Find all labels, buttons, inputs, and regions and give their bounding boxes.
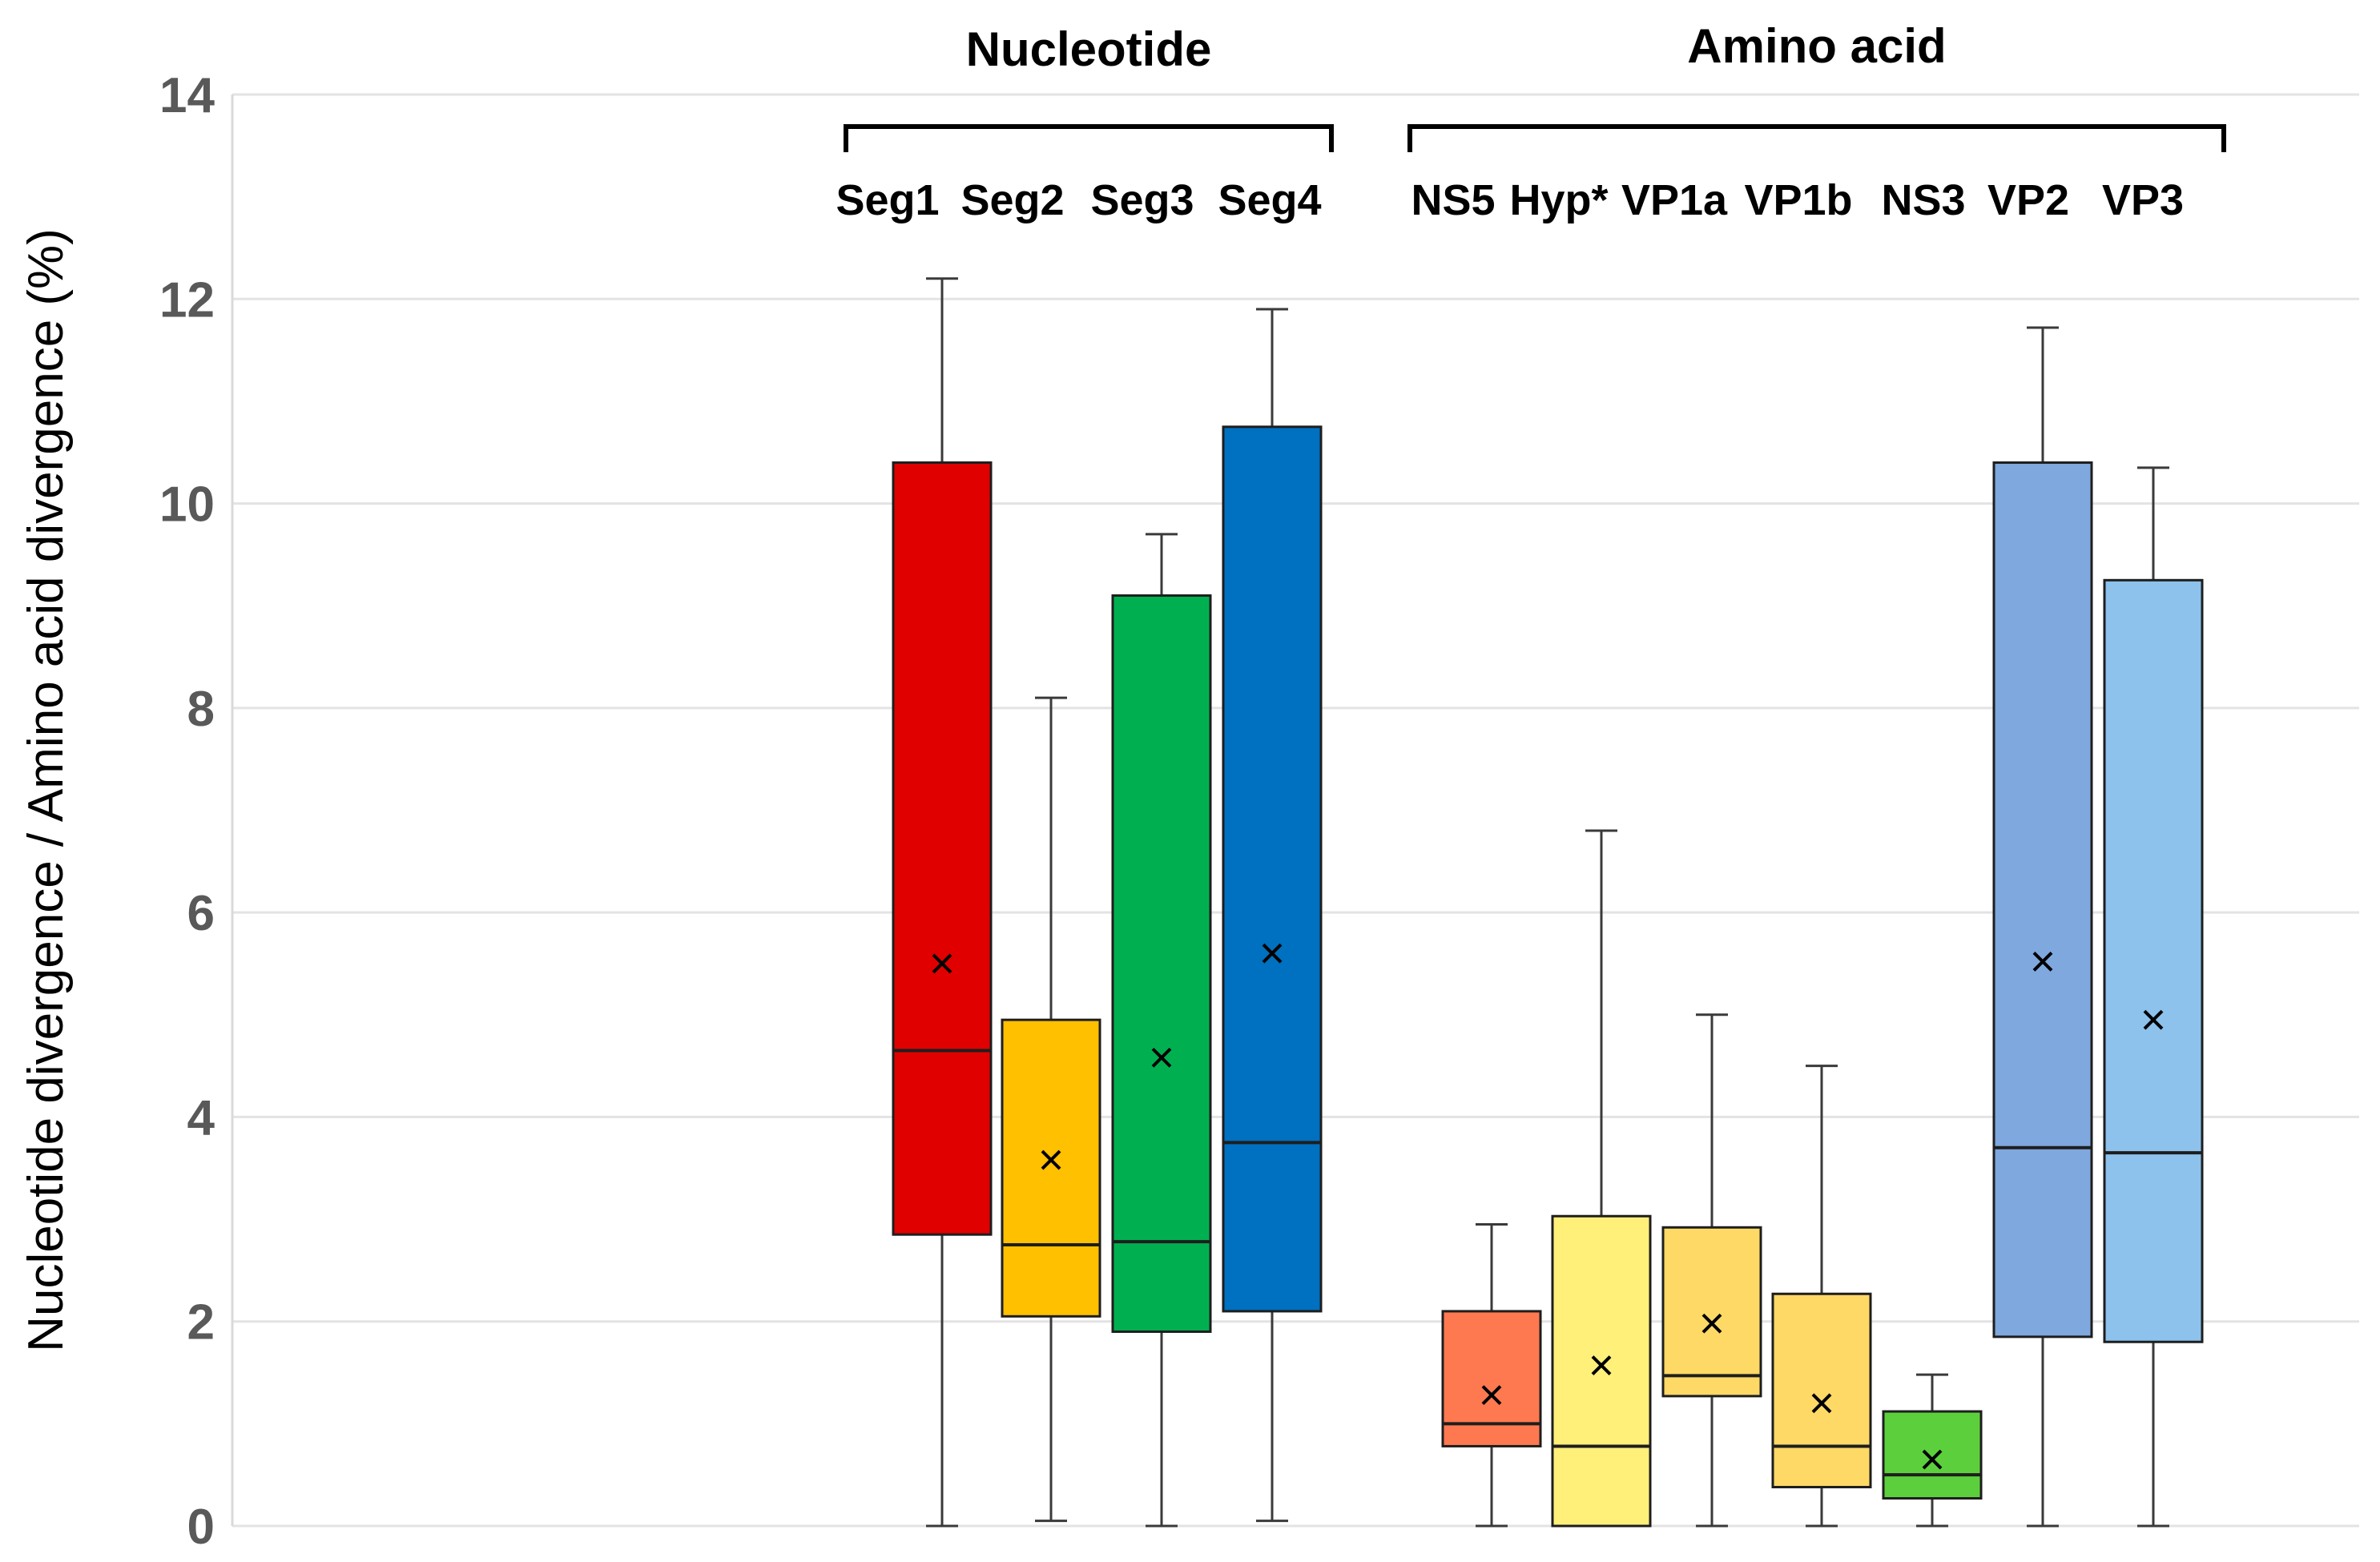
category-label: VP3 — [2102, 176, 2184, 224]
group-bracket — [844, 124, 1334, 152]
group-label: Nucleotide — [966, 22, 1212, 76]
y-tick-label: 12 — [159, 272, 215, 328]
category-label: NS5 — [1411, 176, 1495, 224]
box-vp2 — [1992, 326, 2093, 1528]
mean-marker — [1151, 1047, 1172, 1068]
category-label: VP1a — [1621, 176, 1728, 224]
mean-marker — [2032, 951, 2053, 972]
mean-marker — [1591, 1355, 1612, 1376]
group-bracket — [1407, 124, 2226, 152]
box-body — [2103, 578, 2204, 1343]
y-tick-label: 6 — [187, 886, 215, 941]
y-tick-label: 4 — [187, 1090, 215, 1145]
box-body — [1661, 1226, 1762, 1398]
y-tick-label: 14 — [159, 68, 215, 123]
box-ns3 — [1882, 1373, 1983, 1528]
mean-marker — [1922, 1449, 1943, 1470]
box-ns5 — [1441, 1222, 1542, 1528]
box-body — [1992, 461, 2093, 1339]
y-axis-title: Nucleotide divergence / Amino acid diver… — [18, 228, 74, 1352]
mean-marker — [2143, 1009, 2164, 1030]
category-label: Seg4 — [1218, 176, 1321, 224]
group-label: Amino acid — [1687, 19, 1946, 73]
category-label: Seg3 — [1090, 176, 1194, 224]
category-labels: Nucleotide Amino acid Seg1 Seg2 Seg3 Seg4 NS5 H… — [836, 19, 2226, 224]
category-label: VP2 — [1987, 176, 2069, 224]
boxes — [892, 277, 2204, 1528]
box-vp3 — [2103, 466, 2204, 1528]
box-vp1b — [1771, 1065, 1872, 1528]
box-body — [1001, 1018, 1101, 1318]
y-axis: 0 2 4 6 8 10 12 14 Nucleotide divergence / Amino… — [18, 68, 234, 1555]
category-label: NS3 — [1881, 176, 1965, 224]
box-seg2 — [1001, 696, 1101, 1523]
mean-marker — [1041, 1149, 1061, 1170]
box-seg1 — [892, 277, 993, 1528]
y-tick-label: 10 — [159, 477, 215, 533]
box-seg4 — [1222, 308, 1323, 1523]
category-label: VP1b — [1744, 176, 1852, 224]
box-seg3 — [1111, 533, 1212, 1528]
mean-marker — [932, 953, 952, 974]
y-tick-label: 8 — [187, 682, 215, 737]
box-body — [1222, 425, 1323, 1313]
box-body — [1111, 594, 1212, 1333]
category-label: Seg2 — [960, 176, 1064, 224]
category-label: Seg1 — [836, 176, 939, 224]
box-body — [1882, 1410, 1983, 1500]
box-body — [1551, 1214, 1652, 1528]
y-tick-label: 0 — [187, 1500, 215, 1555]
box-body — [1441, 1310, 1542, 1447]
box-hyp — [1551, 829, 1652, 1528]
y-tick-label: 2 — [187, 1295, 215, 1351]
box-vp1a — [1661, 1013, 1762, 1528]
mean-marker — [1701, 1313, 1722, 1334]
box-body — [892, 461, 993, 1236]
box-body — [1771, 1292, 1872, 1488]
mean-marker — [1811, 1393, 1832, 1414]
category-label: Hyp* — [1509, 176, 1608, 224]
mean-marker — [1481, 1385, 1502, 1406]
mean-marker — [1262, 943, 1283, 964]
